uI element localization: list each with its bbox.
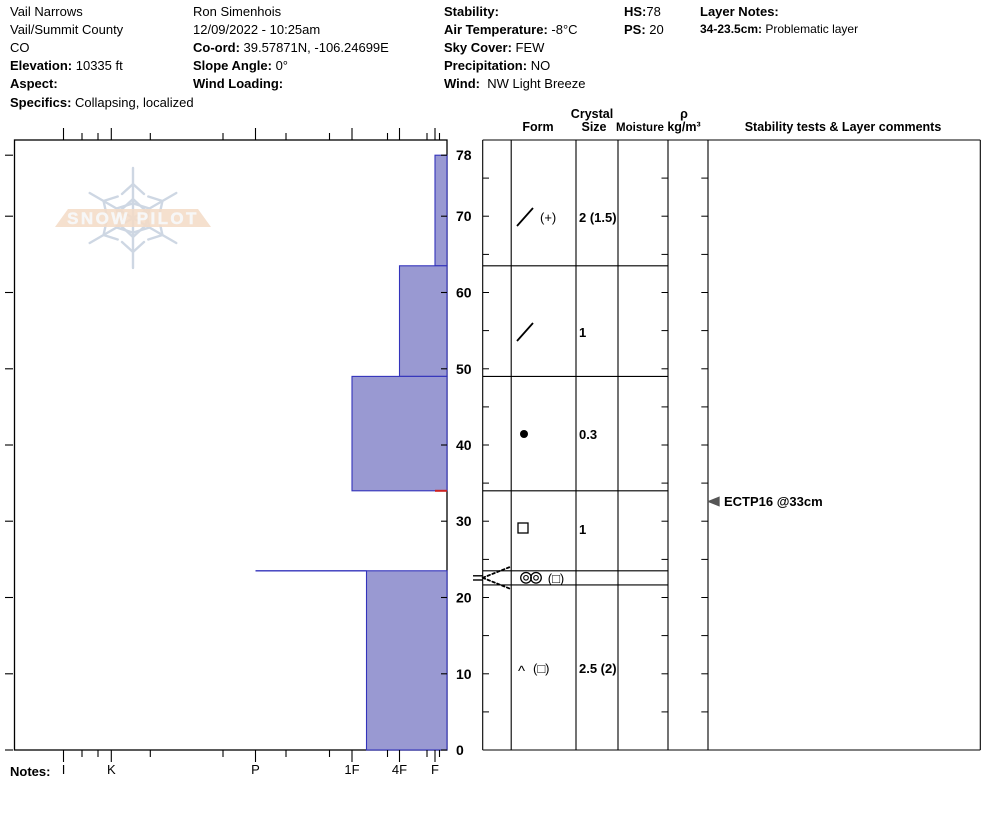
svg-text:2 (1.5): 2 (1.5) bbox=[579, 210, 617, 225]
svg-text:Stability tests & Layer commen: Stability tests & Layer comments bbox=[745, 120, 942, 134]
svg-text:K: K bbox=[107, 762, 116, 777]
svg-text:Crystal: Crystal bbox=[571, 107, 613, 121]
svg-text:78: 78 bbox=[456, 147, 472, 163]
svg-text:70: 70 bbox=[456, 208, 472, 224]
svg-text:20: 20 bbox=[456, 590, 472, 606]
svg-text:F: F bbox=[431, 762, 439, 777]
svg-text:0.3: 0.3 bbox=[579, 427, 597, 442]
svg-text:P: P bbox=[251, 762, 260, 777]
svg-text:2.5 (2): 2.5 (2) bbox=[579, 661, 617, 676]
svg-text:SNOW PILOT: SNOW PILOT bbox=[67, 209, 199, 228]
svg-text:0: 0 bbox=[456, 742, 464, 758]
svg-text:ECTP16 @33cm: ECTP16 @33cm bbox=[724, 494, 823, 509]
svg-text:50: 50 bbox=[456, 361, 472, 377]
svg-text:kg/m³: kg/m³ bbox=[667, 120, 700, 134]
svg-text:(□): (□) bbox=[548, 571, 565, 586]
svg-text:Size: Size bbox=[581, 120, 606, 134]
svg-text:ρ: ρ bbox=[680, 107, 688, 121]
svg-text:Moisture: Moisture bbox=[616, 122, 664, 134]
svg-text:1: 1 bbox=[579, 522, 586, 537]
svg-text:40: 40 bbox=[456, 437, 472, 453]
svg-text:1: 1 bbox=[579, 325, 586, 340]
svg-text:30: 30 bbox=[456, 513, 472, 529]
svg-text:1F: 1F bbox=[344, 762, 359, 777]
svg-text:(□): (□) bbox=[533, 661, 550, 676]
svg-text:60: 60 bbox=[456, 285, 472, 301]
svg-text:4F: 4F bbox=[392, 762, 407, 777]
svg-text:(+): (+) bbox=[540, 210, 556, 225]
svg-text:I: I bbox=[62, 762, 66, 777]
svg-text:^: ^ bbox=[518, 663, 525, 680]
svg-text:Form: Form bbox=[522, 120, 553, 134]
svg-text:10: 10 bbox=[456, 666, 472, 682]
